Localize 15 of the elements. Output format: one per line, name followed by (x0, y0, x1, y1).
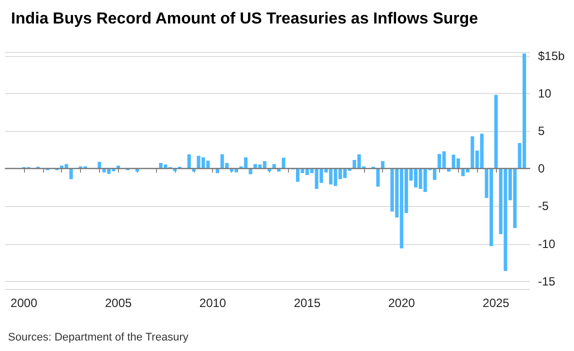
x-tick-label: 2000 (10, 296, 38, 310)
x-tick-label: 2025 (482, 296, 510, 310)
x-tick-label: 2015 (294, 296, 321, 310)
y-tick-label: -10 (538, 236, 556, 251)
x-tick-label: 2005 (104, 296, 132, 310)
y-tick-label: 5 (538, 124, 545, 138)
y-tick-label: 10 (538, 86, 552, 100)
x-tick-label: 2020 (388, 296, 416, 310)
y-tick-label: -5 (538, 199, 549, 214)
y-tick-label: 0 (538, 162, 545, 176)
y-tick-label: -15 (538, 274, 556, 288)
x-tick-label: 2010 (199, 296, 226, 310)
source-note: Sources: Department of the Treasury (8, 332, 189, 344)
chart-title: India Buys Record Amount of US Treasuries as Inflows Surge (11, 10, 478, 28)
y-tick-label: $15b (538, 48, 566, 63)
